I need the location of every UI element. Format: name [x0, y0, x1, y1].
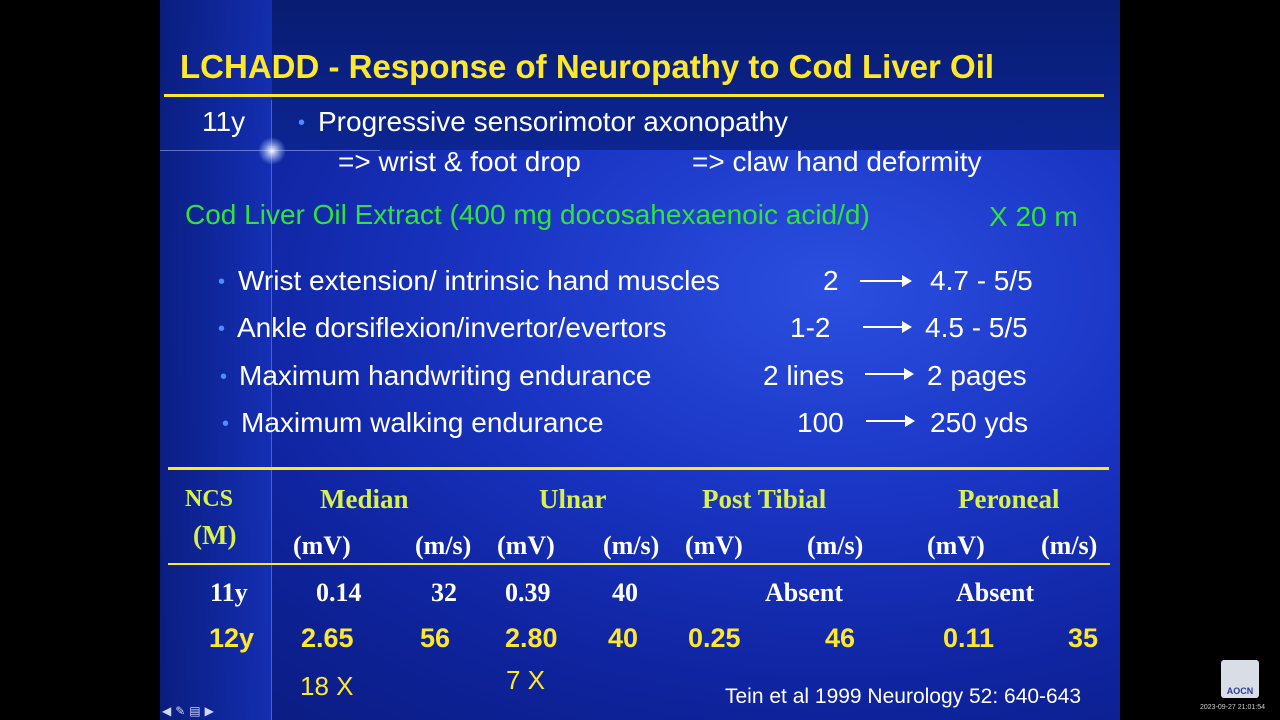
unit-label: (mV) [927, 531, 985, 560]
outcome-before: 100 [797, 407, 844, 438]
previous-slide-icon[interactable]: ◀ [162, 704, 172, 718]
age-label: 11y [202, 106, 246, 137]
peroneal-ms: 35 [1068, 623, 1099, 653]
right-arrow-icon [860, 275, 912, 287]
median-mv: 0.14 [316, 578, 362, 607]
outcome-before: 1-2 [790, 312, 831, 343]
outcome-label: Ankle dorsiflexion/invertor/evertors [237, 312, 667, 343]
nerve-ulnar: Ulnar [539, 484, 607, 514]
row-age: 12y [209, 623, 255, 653]
outcome-after: 2 pages [927, 360, 1027, 391]
recording-timestamp: 2023-09-27 21:01:54 [1200, 704, 1265, 711]
unit-label: (m/s) [415, 531, 472, 560]
bullet-icon: • [222, 413, 230, 435]
unit-label: (m/s) [807, 531, 864, 560]
nerve-post-tibial: Post Tibial [702, 484, 827, 514]
unit-label: (m/s) [1041, 531, 1098, 560]
conference-logo: AOCN [1221, 660, 1259, 698]
outcome-label: Maximum walking endurance [241, 407, 604, 438]
median-ms: 56 [420, 623, 451, 653]
pen-tool-icon[interactable]: ✎ [175, 704, 186, 718]
peroneal-mv: 0.11 [943, 623, 995, 653]
unit-label: (mV) [497, 531, 555, 560]
right-arrow-icon [863, 321, 912, 333]
treatment-text: Cod Liver Oil Extract (400 mg docosahexa… [185, 199, 870, 230]
laser-pointer-dot [258, 137, 286, 165]
unit-label: (mV) [685, 531, 743, 560]
m-label: (M) [193, 520, 237, 550]
unit-label: (mV) [293, 531, 351, 560]
slide-menu-icon[interactable]: ▤ [189, 704, 201, 718]
symptom-text: Progressive sensorimotor axonopathy [318, 106, 789, 137]
slide-title: LCHADD - Response of Neuropathy to Cod L… [180, 48, 995, 85]
outcome-label: Wrist extension/ intrinsic hand muscles [238, 265, 720, 296]
post-tibial-value: Absent [765, 578, 844, 607]
outcome-after: 4.7 - 5/5 [930, 265, 1033, 296]
peroneal-value: Absent [956, 578, 1035, 607]
right-arrow-icon [865, 368, 914, 380]
outcome-after: 4.5 - 5/5 [925, 312, 1028, 343]
slide-navigation: ◀ ✎ ▤ ▶ [162, 704, 214, 718]
median-fold-change: 18 X [300, 671, 354, 701]
ulnar-fold-change: 7 X [506, 665, 546, 695]
nerve-peroneal: Peroneal [958, 484, 1060, 514]
bullet-icon: • [220, 366, 228, 388]
logo-text: AOCN [1226, 686, 1254, 696]
outcome-before: 2 lines [763, 360, 844, 391]
post-tibial-ms: 46 [825, 623, 856, 653]
right-arrow-icon [866, 415, 915, 427]
ulnar-mv: 2.80 [505, 623, 558, 653]
median-mv: 2.65 [301, 623, 354, 653]
presentation-slide: LCHADD - Response of Neuropathy to Cod L… [160, 0, 1120, 720]
unit-label: (m/s) [603, 531, 660, 560]
post-tibial-mv: 0.25 [688, 623, 741, 653]
symptom-sub-1: => wrist & foot drop [338, 146, 581, 177]
citation: Tein et al 1999 Neurology 52: 640-643 [725, 685, 1082, 708]
table-header-rule [168, 563, 1110, 565]
bullet-icon: • [298, 112, 306, 134]
symptom-sub-2: => claw hand deformity [692, 146, 982, 177]
title-divider [164, 94, 1104, 97]
table-top-rule [168, 467, 1109, 470]
slide-top-band [160, 0, 1120, 150]
ulnar-mv: 0.39 [505, 578, 551, 607]
laser-glare-line [271, 100, 272, 720]
bullet-icon: • [218, 318, 226, 340]
outcome-after: 250 yds [930, 407, 1029, 438]
row-age: 11y [210, 578, 248, 607]
ulnar-ms: 40 [612, 578, 638, 607]
outcome-label: Maximum handwriting endurance [239, 360, 652, 391]
bullet-icon: • [218, 271, 226, 293]
slide-left-band [160, 0, 272, 720]
median-ms: 32 [431, 578, 457, 607]
outcome-before: 2 [823, 265, 839, 296]
next-slide-icon[interactable]: ▶ [204, 704, 214, 718]
nerve-median: Median [320, 484, 409, 514]
ncs-label: NCS [185, 486, 234, 512]
treatment-duration: X 20 m [989, 201, 1078, 232]
ulnar-ms: 40 [608, 623, 639, 653]
